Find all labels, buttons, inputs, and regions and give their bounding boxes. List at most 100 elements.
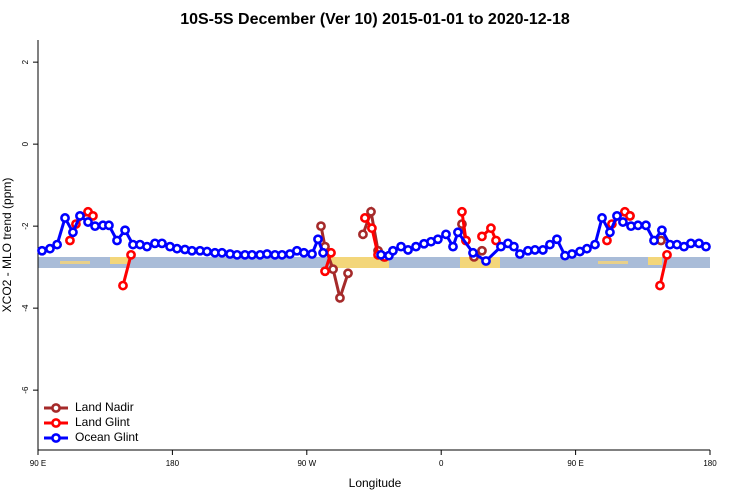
point <box>477 231 487 242</box>
land-strip <box>598 261 628 264</box>
point <box>605 227 615 238</box>
map-strip <box>38 257 710 268</box>
point <box>90 221 100 232</box>
y-tick-label: -4 <box>21 304 30 312</box>
point <box>118 280 128 291</box>
land-strip <box>60 261 90 264</box>
point <box>313 234 323 245</box>
point <box>582 243 592 254</box>
series <box>65 206 672 291</box>
point <box>307 249 317 259</box>
y-tick-label: 0 <box>21 141 30 146</box>
legend-label: Ocean Glint <box>75 430 139 444</box>
point <box>641 220 651 231</box>
point <box>590 239 600 250</box>
land-strip <box>460 257 500 268</box>
legend-marker <box>51 418 61 428</box>
point <box>468 247 478 258</box>
land-strip <box>648 257 662 265</box>
point <box>247 249 257 260</box>
x-tick-label: 180 <box>166 459 180 468</box>
point <box>453 227 463 238</box>
point <box>602 235 612 246</box>
point <box>367 223 377 234</box>
point <box>433 234 443 245</box>
point <box>530 245 540 255</box>
point <box>83 217 93 227</box>
legend-label: Land Glint <box>75 415 130 429</box>
chart-title: 10S-5S December (Ver 10) 2015-01-01 to 2… <box>180 11 570 28</box>
point <box>75 210 85 221</box>
point <box>328 264 338 275</box>
point <box>618 217 628 227</box>
point <box>701 241 711 252</box>
y-axis-label: XCO2 - MLO trend (ppm) <box>0 178 14 313</box>
land-strip <box>331 257 389 268</box>
point <box>318 247 328 258</box>
point <box>68 227 78 238</box>
point <box>448 241 458 252</box>
point <box>299 247 309 258</box>
point <box>187 245 197 256</box>
point <box>142 241 152 252</box>
y-tick-label: 2 <box>21 59 30 64</box>
y-tick-label: -2 <box>21 222 30 230</box>
point <box>316 221 326 232</box>
point <box>655 280 665 291</box>
x-tick-label: 90 W <box>297 459 316 468</box>
point <box>633 220 643 231</box>
point <box>477 245 487 256</box>
point <box>486 223 496 234</box>
point <box>126 249 136 260</box>
point <box>441 229 451 240</box>
point <box>457 206 467 217</box>
point <box>388 245 398 256</box>
x-axis-label: Longitude <box>349 476 402 490</box>
point <box>320 266 330 277</box>
x-tick-label: 90 E <box>30 459 46 468</box>
point <box>366 206 376 217</box>
point <box>120 225 130 236</box>
point <box>537 245 548 255</box>
legend-label: Land Nadir <box>75 400 134 414</box>
point <box>662 249 672 260</box>
point <box>88 210 98 221</box>
point <box>217 247 227 258</box>
point <box>685 238 696 249</box>
point <box>60 213 70 223</box>
point <box>411 241 421 252</box>
point <box>232 249 242 260</box>
point <box>509 241 519 252</box>
point <box>157 238 167 249</box>
point <box>202 246 212 257</box>
point <box>657 225 667 236</box>
x-tick-label: 180 <box>703 459 717 468</box>
point <box>343 268 353 279</box>
x-tick-label: 90 E <box>567 459 583 468</box>
point <box>612 210 622 221</box>
point <box>335 292 345 303</box>
point <box>514 249 525 259</box>
land-strip <box>110 257 128 264</box>
point <box>481 256 491 266</box>
point <box>172 243 182 254</box>
legend-marker <box>51 433 61 443</box>
point <box>403 245 413 255</box>
point <box>358 229 368 240</box>
point <box>552 234 562 245</box>
point <box>597 213 607 223</box>
point <box>262 249 272 259</box>
point <box>104 220 114 231</box>
point <box>52 239 63 250</box>
point <box>326 247 336 258</box>
point <box>359 213 370 223</box>
point <box>625 210 635 221</box>
series <box>37 210 711 266</box>
point <box>567 249 577 259</box>
point <box>649 235 659 246</box>
point <box>112 235 122 246</box>
point <box>491 235 501 246</box>
